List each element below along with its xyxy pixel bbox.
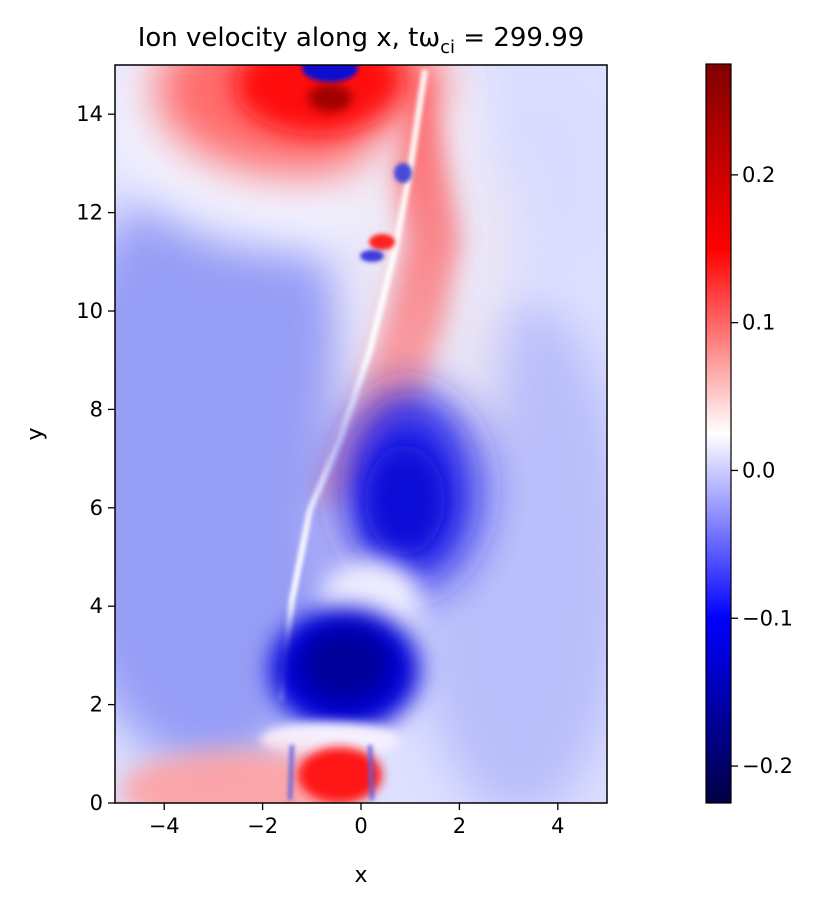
x-axis-label: x	[354, 863, 367, 888]
x-tick-label: 4	[551, 814, 564, 838]
y-tick-label: 2	[90, 693, 103, 717]
x-tick-label: 0	[354, 814, 367, 838]
y-tick-label: 0	[90, 791, 103, 815]
chart-title: Ion velocity along x, tωci = 299.99	[138, 23, 585, 58]
colorbar-tick-label: −0.1	[742, 606, 793, 630]
y-axis-ticks: 0 2 4 6 8 10 12 14	[76, 102, 115, 815]
colorbar-ticks: −0.2 −0.1 0.0 0.1 0.2	[731, 163, 793, 778]
x-tick-label: 2	[453, 814, 466, 838]
y-tick-label: 14	[76, 102, 103, 126]
x-axis-ticks: −4 −2 0 2 4	[149, 803, 564, 838]
colorbar-tick-label: 0.2	[742, 163, 775, 187]
x-tick-label: −4	[149, 814, 180, 838]
y-tick-label: 6	[90, 496, 103, 520]
x-tick-label: −2	[247, 814, 278, 838]
y-axis-label: y	[23, 427, 48, 440]
y-tick-label: 8	[90, 397, 103, 421]
heatmap-field	[115, 65, 607, 803]
colorbar-tick-label: 0.1	[742, 311, 775, 335]
colorbar-tick-label: 0.0	[742, 458, 775, 482]
y-tick-label: 12	[76, 201, 103, 225]
colorbar-tick-label: −0.2	[742, 754, 793, 778]
y-tick-label: 10	[76, 299, 103, 323]
y-tick-label: 4	[90, 594, 103, 618]
colorbar	[705, 63, 732, 804]
